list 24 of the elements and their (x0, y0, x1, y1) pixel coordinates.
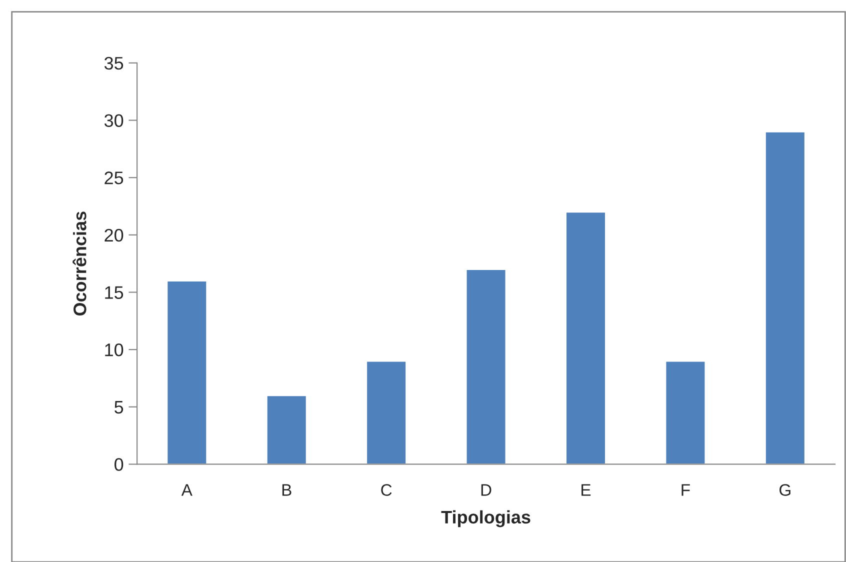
y-tick-label: 25 (104, 172, 124, 184)
bar (465, 268, 507, 464)
y-axis-title: Ocorrências (72, 212, 86, 316)
y-tick-label: 30 (104, 114, 124, 127)
y-tick-label: 0 (114, 458, 124, 471)
x-tick-label: E (582, 484, 591, 496)
y-tick-label: 35 (104, 56, 124, 70)
y-tick-label: 5 (114, 401, 124, 414)
y-tick-label: 20 (104, 228, 124, 242)
y-tick-label: 10 (105, 344, 124, 356)
x-tick-label: D (481, 484, 492, 496)
x-tick-label: C (381, 484, 392, 496)
bar (565, 211, 606, 464)
x-tick-label: A (181, 484, 192, 496)
x-axis-title: Tipologias (441, 510, 530, 528)
x-tick-label: F (682, 484, 690, 496)
x-tick-label: B (282, 484, 292, 496)
x-tick-label: G (780, 484, 790, 496)
bar (366, 360, 407, 464)
y-tick-label: 15 (105, 286, 124, 299)
bar (764, 131, 806, 464)
bar (166, 280, 208, 464)
bar (266, 394, 308, 464)
bar (664, 360, 706, 464)
